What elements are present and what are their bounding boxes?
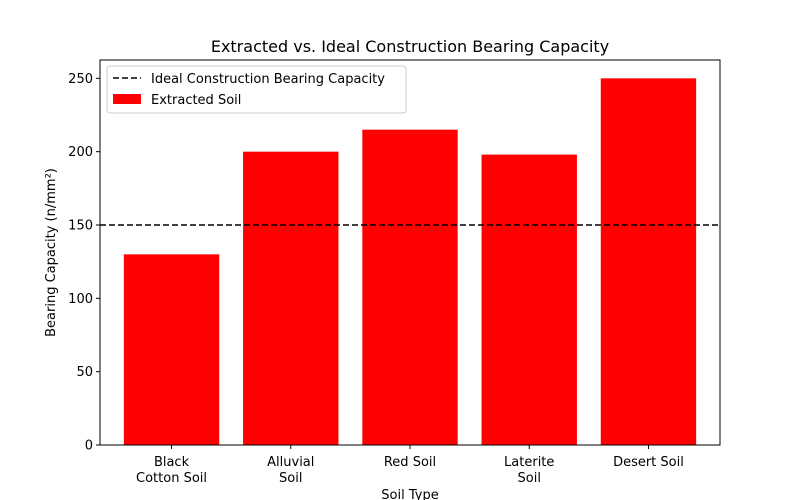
legend: Ideal Construction Bearing Capacity Extr… [106, 65, 407, 114]
x-axis: Black Cotton Soil Alluvial Soil Red Soil Late… [136, 445, 684, 486]
bars-group [123, 78, 697, 445]
y-tick-label-1: 50 [76, 365, 93, 380]
x-tick-label-0: Black Cotton Soil [136, 455, 207, 486]
bar-2 [362, 129, 458, 445]
y-tick-label-5: 250 [68, 72, 93, 87]
x-tick-label-3: Laterite Soil [504, 455, 554, 486]
x-tick-label-4: Desert Soil [613, 455, 684, 470]
chart-title: Extracted vs. Ideal Construction Bearing… [211, 37, 609, 56]
bar-0 [123, 254, 220, 445]
legend-reference-label: Ideal Construction Bearing Capacity [151, 72, 385, 87]
bar-1 [243, 151, 339, 445]
legend-series-label: Extracted Soil [151, 93, 241, 108]
y-tick-label-4: 200 [68, 145, 93, 160]
x-tick-label-2: Red Soil [384, 455, 436, 470]
bar-3 [481, 154, 577, 445]
y-tick-label-3: 150 [68, 219, 93, 234]
x-tick-label-1: Alluvial Soil [267, 455, 314, 486]
y-axis-label: Bearing Capacity (n/mm²) [44, 168, 59, 337]
legend-series-swatch [113, 94, 141, 104]
x-axis-label: Soil Type [381, 488, 438, 500]
y-tick-label-2: 100 [68, 292, 93, 307]
legend-frame [106, 65, 407, 114]
y-axis: 0 50 100 150 200 250 [68, 72, 100, 454]
y-tick-label-0: 0 [85, 439, 93, 454]
bar-4 [600, 78, 697, 445]
